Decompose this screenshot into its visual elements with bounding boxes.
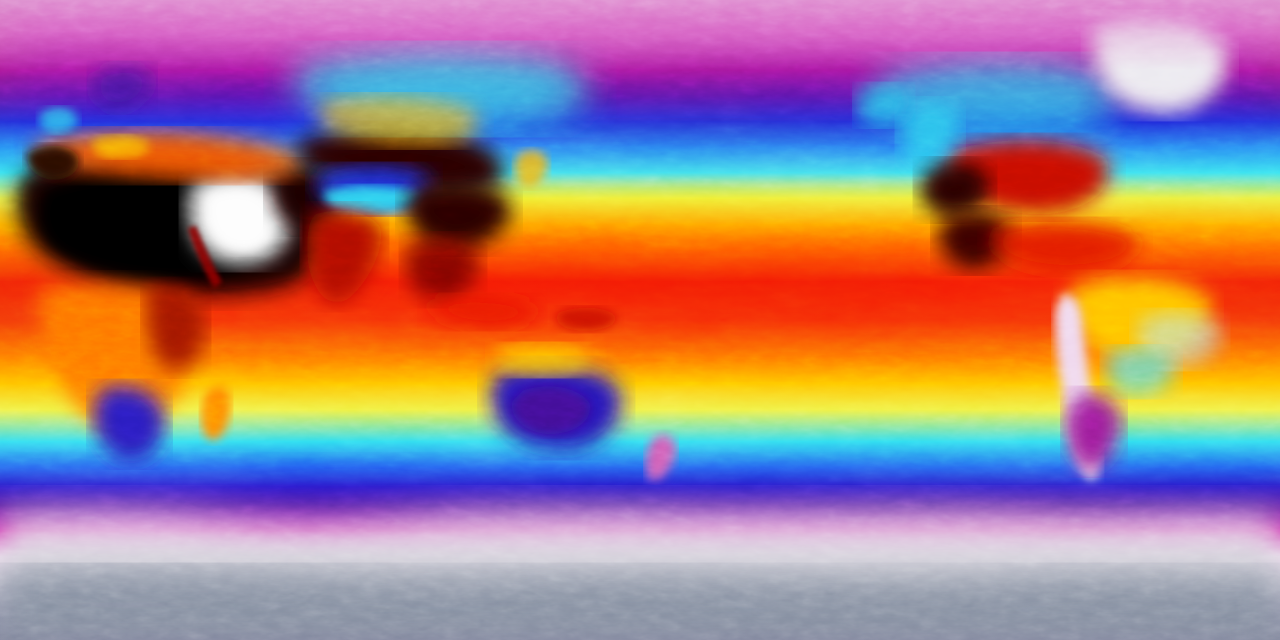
grain-svg: [0, 0, 1280, 640]
model-noise-layer: [0, 0, 1280, 640]
global-temperature-map: [0, 0, 1280, 640]
